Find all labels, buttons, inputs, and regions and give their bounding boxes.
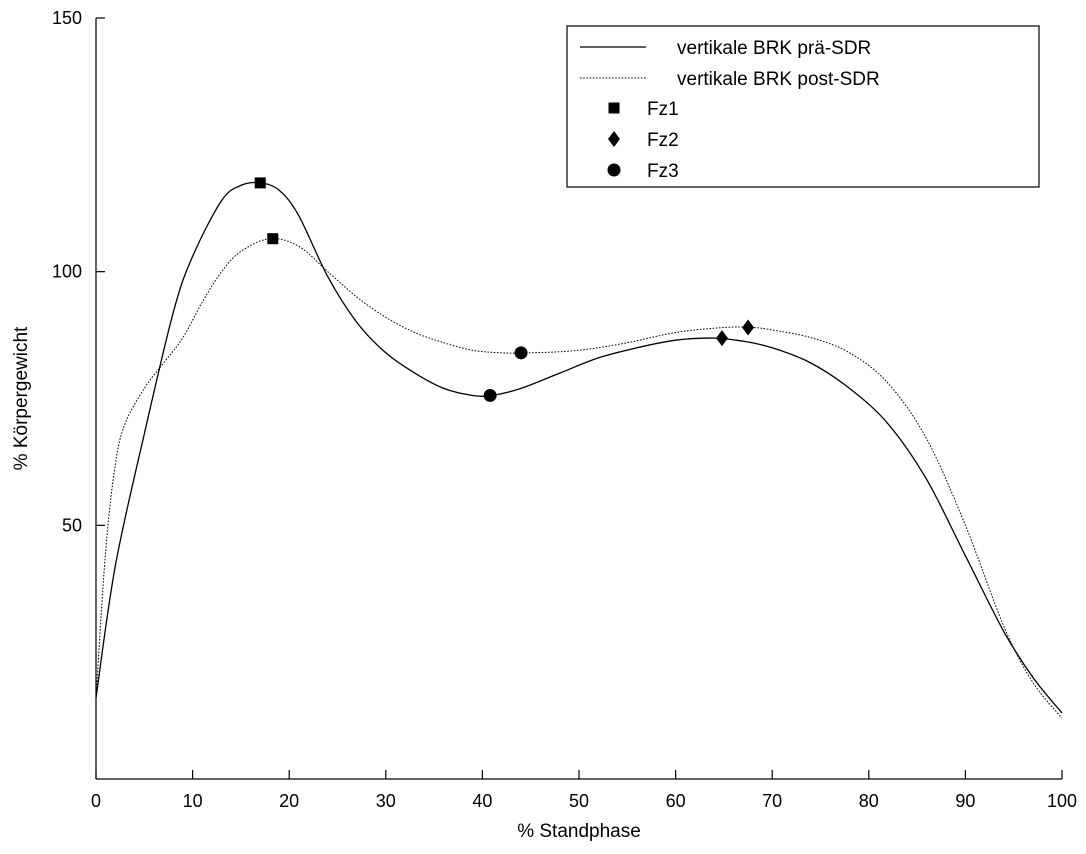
legend-label-fz1: Fz1 xyxy=(647,99,679,120)
x-tick-label: 0 xyxy=(91,791,101,811)
y-axis-label: % Körpergewicht xyxy=(11,326,32,470)
x-tick-label: 80 xyxy=(859,791,879,811)
marker-fz3 xyxy=(514,346,528,360)
x-tick-label: 100 xyxy=(1047,791,1077,811)
x-tick-label: 30 xyxy=(376,791,396,811)
x-tick-label: 70 xyxy=(762,791,782,811)
y-tick-label: 50 xyxy=(62,515,82,535)
x-tick-label: 10 xyxy=(183,791,203,811)
legend-label-1: vertikale BRK prä-SDR xyxy=(677,38,871,59)
legend-marker-fz2 xyxy=(608,131,620,147)
y-tick-label: 150 xyxy=(52,8,82,28)
series-line-post-sdr xyxy=(95,238,1063,719)
axes: 0 10 20 30 40 50 60 70 80 90 100 50 100 150 xyxy=(52,8,1077,811)
x-axis-label: % Standphase xyxy=(517,821,641,842)
x-tick-label: 60 xyxy=(666,791,686,811)
legend-label-2: vertikale BRK post-SDR xyxy=(677,69,880,90)
marker-fz3 xyxy=(483,388,497,402)
legend-label-fz3: Fz3 xyxy=(647,161,679,182)
series-line-pre-sdr xyxy=(95,181,1063,714)
legend-box xyxy=(566,25,1040,188)
marker-fz1 xyxy=(254,177,266,189)
marker-fz1 xyxy=(267,233,279,245)
x-tick-label: 40 xyxy=(472,791,492,811)
x-tick-label: 20 xyxy=(279,791,299,811)
legend-marker-fz3 xyxy=(607,163,621,177)
legend-marker-fz1 xyxy=(608,102,620,114)
legend-label-fz2: Fz2 xyxy=(647,130,679,151)
marker-fz2 xyxy=(742,319,755,336)
x-tick-label: 90 xyxy=(955,791,975,811)
marker-fz2 xyxy=(715,330,728,347)
marker-points xyxy=(254,177,755,402)
x-tick-label: 50 xyxy=(569,791,589,811)
plot-area xyxy=(95,181,1063,719)
y-tick-label: 100 xyxy=(52,262,82,282)
legend: vertikale BRK prä-SDR vertikale BRK post-… xyxy=(566,25,1040,188)
